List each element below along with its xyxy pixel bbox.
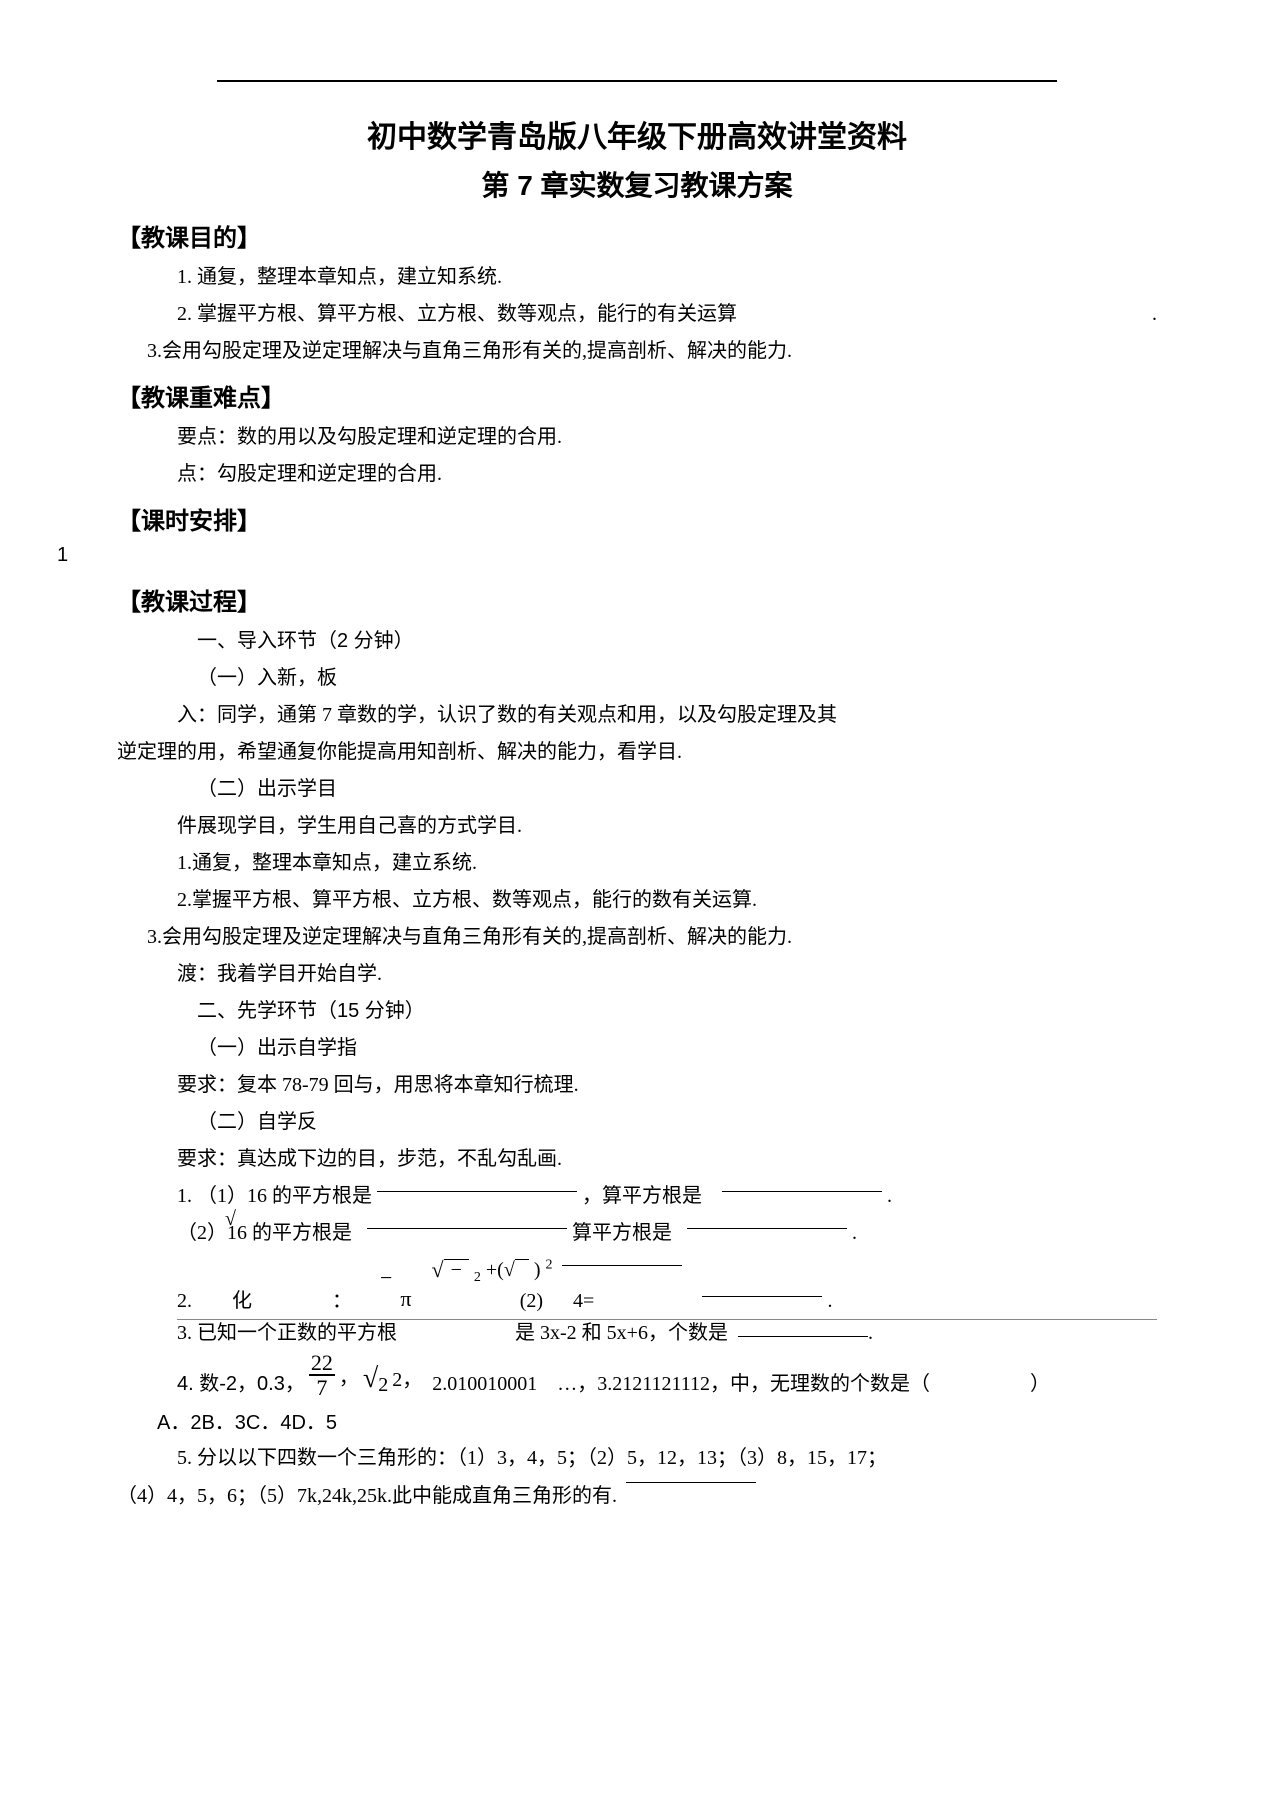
step1-sub2e: 渡：我着学目开始自学. <box>117 958 1157 991</box>
q1a-mid: ，算平方根是 <box>582 1185 702 1207</box>
difficulty-item-2: 点：勾股定理和逆定理的合用. <box>117 458 1157 491</box>
heading-schedule: 【课时安排】 <box>117 501 1157 536</box>
q1a-pre: 1. （1）16 的平方根是 <box>177 1185 372 1207</box>
q4-dots: …，3.2121121112，中，无理数的个数是（ <box>557 1373 930 1395</box>
q4-comma: ， <box>339 1366 359 1390</box>
step1-title: 一、导入环节（2 分钟） <box>117 625 1157 658</box>
q2-plus-sqrt: +(√ <box>486 1259 515 1281</box>
title-main: 初中数学青岛版八年级下册高效讲堂资料 <box>117 112 1157 156</box>
q1b-body: 的平方根是 <box>252 1222 352 1244</box>
goal-item-2-text: 2. 掌握平方根、算平方根、立方根、数等观点，能行的有关运算 <box>177 303 737 325</box>
goal-item-1: 1. 通复，整理本章知点，建立知系统. <box>117 261 1157 294</box>
goal-item-3: 3.会用勾股定理及逆定理解决与直角三角形有关的,提高剖析、解决的能力. <box>117 335 1157 368</box>
heading-process: 【教课过程】 <box>117 582 1157 617</box>
q2-pi: π <box>400 1286 411 1312</box>
blank-line <box>562 1265 682 1276</box>
q3-pre: 3. 已知一个正数的平方根 <box>177 1320 397 1346</box>
q2-num: 2. <box>177 1289 192 1313</box>
q2-bottom-expr: (2) 4= <box>520 1289 595 1313</box>
q2-sup2b: 2 <box>545 1257 552 1272</box>
step2-sub2a: 要求：真达成下边的目，步范，不乱勾乱画. <box>117 1143 1157 1176</box>
q4-seq: 2.010010001 <box>432 1373 537 1395</box>
q4-close: ） <box>1030 1373 1050 1395</box>
q4-frac-den: 7 <box>314 1376 329 1400</box>
step1-sub2b: 1.通复，整理本章知点，建立系统. <box>117 847 1157 880</box>
q2-trailing: . <box>702 1289 832 1313</box>
step1-sub2d: 3.会用勾股定理及逆定理解决与直角三角形有关的,提高剖析、解决的能力. <box>117 921 1157 954</box>
blank-line <box>367 1228 567 1239</box>
q4-root-sub: 2 <box>378 1373 388 1397</box>
blank-line <box>687 1228 847 1239</box>
q2-minus: − <box>380 1265 392 1291</box>
page: 初中数学青岛版八年级下册高效讲堂资料 第 7 章实数复习教课方案 【教课目的】 … <box>117 80 1157 1513</box>
difficulty-item-1: 要点：数的用以及勾股定理和逆定理的合用. <box>117 421 1157 454</box>
question-4: 4. 数-2，0.3， 22 7 ， √2 2， 2.010010001 …，3… <box>177 1348 1157 1396</box>
question-5-line1: 5. 分以以下四数一个三角形的：（1）3，4，5；（2）5，12，13；（3）8… <box>117 1441 1157 1475</box>
step2-sub1: （一）出示自学指 <box>117 1032 1157 1065</box>
q4-lead: 4. 数-2，0.3， <box>177 1372 305 1396</box>
q4-frac-num: 22 <box>309 1352 335 1376</box>
step1-intro-line2: 逆定理的用，希望通复你能提高用知剖析、解决的能力，看学目. <box>117 736 1157 769</box>
blank-line <box>626 1482 756 1492</box>
q2-colon: ： <box>332 1289 352 1313</box>
question-5-line2: （4）4，5，6；（5）7k,24k,25k.此中能成直角三角形的有. <box>117 1479 1157 1513</box>
q4-root-2: √2 <box>363 1362 388 1396</box>
step1-sub2c: 2.掌握平方根、算平方根、立方根、数等观点，能行的数有关运算. <box>117 884 1157 917</box>
heading-goal: 【教课目的】 <box>117 218 1157 253</box>
q3-dot: . <box>868 1320 873 1346</box>
question-1a: 1. （1）16 的平方根是 ，算平方根是 . <box>117 1180 1157 1213</box>
q2-sub2a: 2 <box>474 1270 481 1285</box>
q1b-pre: （2） <box>177 1222 227 1244</box>
q5-line2-text: （4）4，5，6；（5）7k,24k,25k.此中能成直角三角形的有. <box>117 1485 617 1507</box>
step1-sub2a: 件展现学目，学生用自己喜的方式学目. <box>117 810 1157 843</box>
step1-sub1: （一）入新，板 <box>117 662 1157 695</box>
schedule-count: 1 <box>57 544 68 567</box>
step1-sub2: （二）出示学目 <box>117 773 1157 806</box>
top-horizontal-rule <box>217 80 1057 82</box>
title-sub: 第 7 章实数复习教课方案 <box>117 164 1157 204</box>
question-3: 3. 已知一个正数的平方根 是 3x-2 和 5x+6，个数是 . <box>177 1319 1157 1346</box>
blank-line <box>702 1296 822 1307</box>
q2-top-expr: √ − 2 +(√ ) 2 <box>432 1256 683 1287</box>
question-2: 2. 化 ： − π √ − 2 +(√ ) 2 (2) 4= . <box>177 1256 1157 1313</box>
q4-tail: 2.010010001 …，3.2121121112，中，无理数的个数是（ ） <box>432 1372 1050 1396</box>
q2-4eq: 4= <box>573 1290 594 1312</box>
q1b-mid: 算平方根是 <box>572 1222 672 1244</box>
blank-line <box>377 1191 577 1202</box>
question-1b: （2）√16 的平方根是 算平方根是 . <box>117 1217 1157 1250</box>
step1-intro-line1: 入：同学，通第 7 章数的学，认识了数的有关观点和用，以及勾股定理及其 <box>117 699 1157 732</box>
step2-title: 二、先学环节（15 分钟） <box>117 995 1157 1028</box>
q4-fraction-22-7: 22 7 <box>309 1352 335 1400</box>
dot: . <box>887 1185 892 1207</box>
q2-expression-column: √ − 2 +(√ ) 2 (2) 4= <box>432 1256 683 1313</box>
heading-difficulty: 【教课重难点】 <box>117 378 1157 413</box>
step2-sub2: （二）自学反 <box>117 1106 1157 1139</box>
blank-line <box>722 1191 882 1202</box>
step2-sub1a: 要求：复本 78-79 回与，用思将本章知行梳理. <box>117 1069 1157 1102</box>
blank-line <box>738 1336 868 1346</box>
q4-after-root: 2， <box>392 1368 422 1392</box>
q2-inner-minus: − <box>451 1259 462 1281</box>
dot: . <box>852 1222 857 1244</box>
q2-paren2: (2) <box>520 1290 543 1312</box>
q2-close-paren: ) <box>534 1259 541 1281</box>
sqrt-16: √16 <box>227 1217 247 1250</box>
q2-label: 化 <box>232 1289 252 1313</box>
q3-mid: 是 3x-2 和 5x+6，个数是 <box>515 1320 728 1346</box>
question-4-options: A．2B．3C．4D．5 <box>157 1406 1157 1435</box>
goal-item-2: 2. 掌握平方根、算平方根、立方根、数等观点，能行的有关运算 . <box>117 298 1157 331</box>
q2-dot: . <box>827 1290 832 1312</box>
